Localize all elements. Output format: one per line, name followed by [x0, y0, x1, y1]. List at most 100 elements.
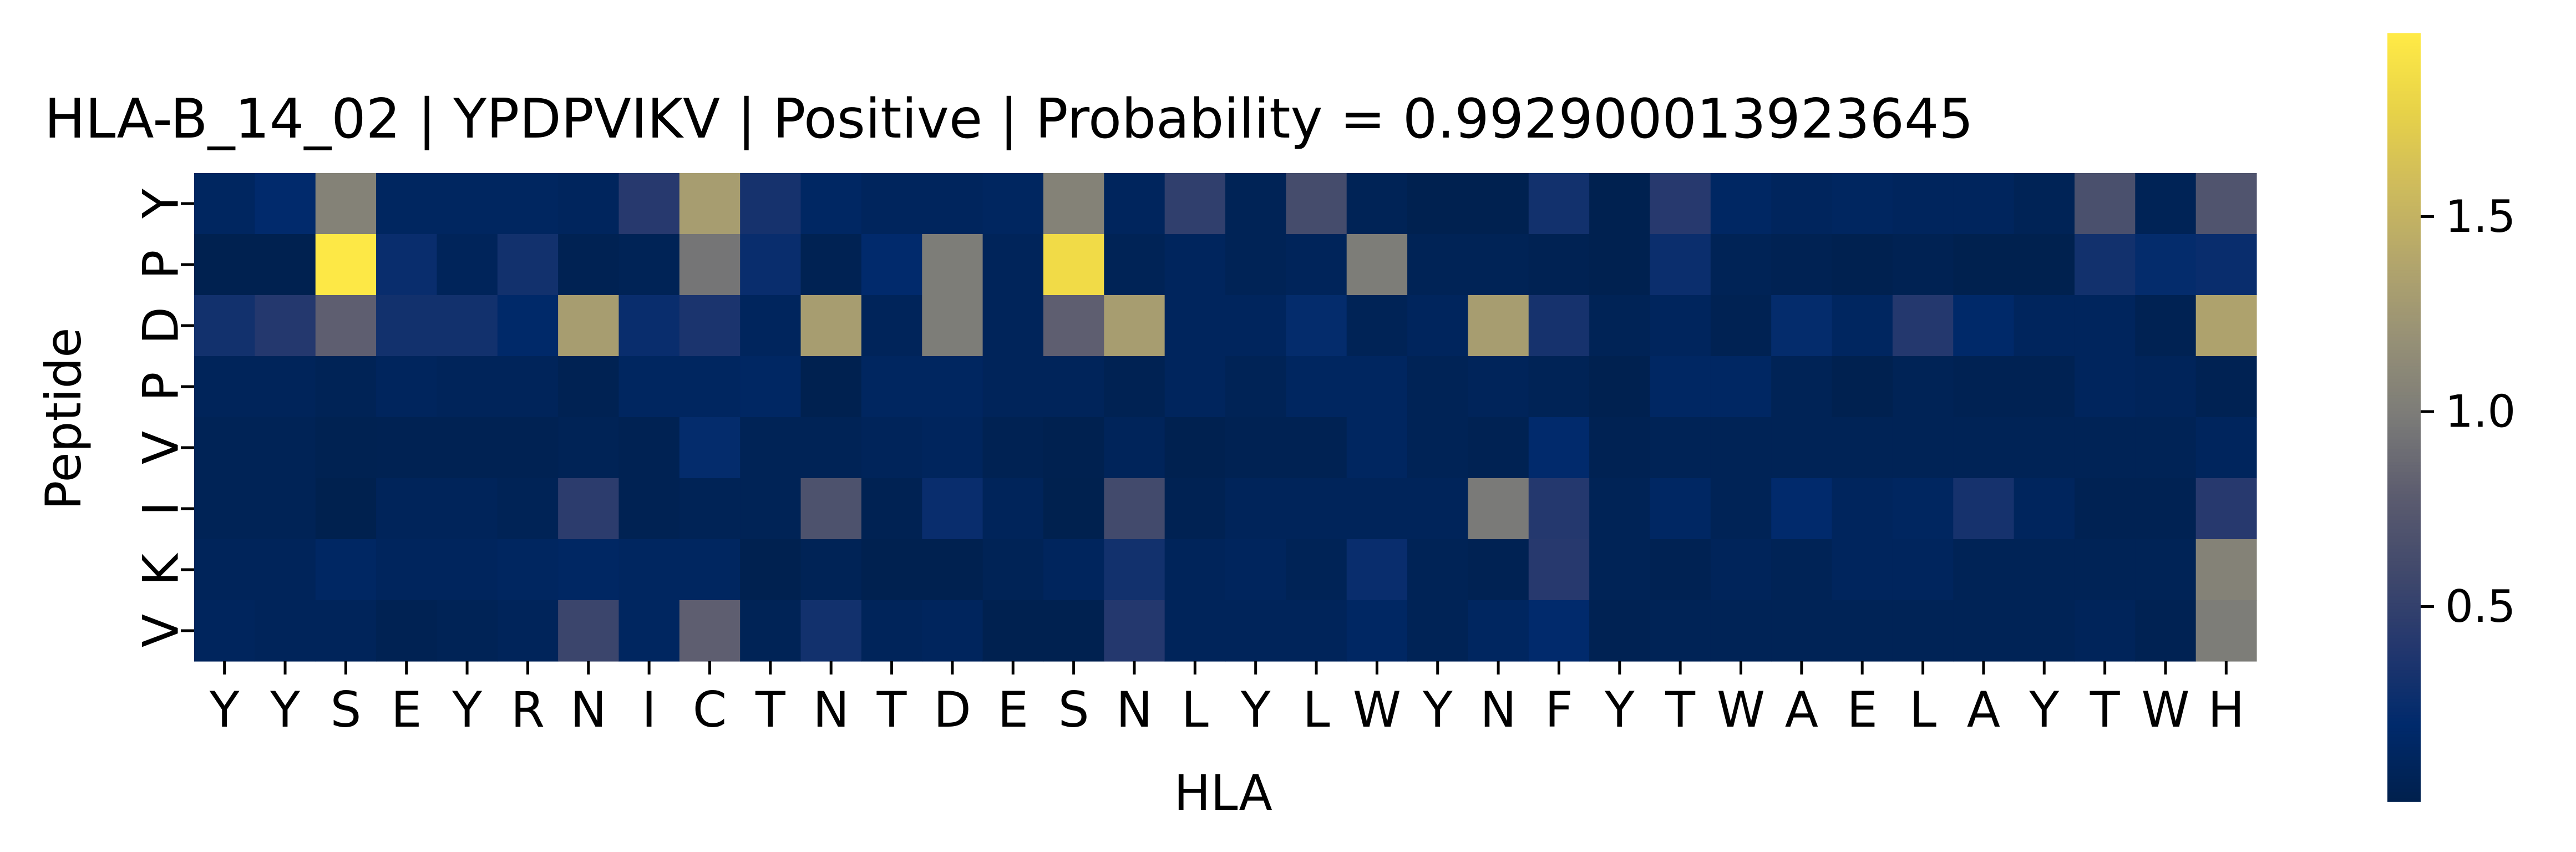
colorbar-segment: [2387, 110, 2421, 114]
x-tick-label: N: [813, 681, 849, 738]
heatmap-cell: [315, 600, 377, 662]
colorbar-segment: [2387, 270, 2421, 274]
colorbar-segment: [2387, 606, 2421, 610]
y-axis-label: Peptide: [35, 328, 92, 510]
colorbar-segment: [2387, 59, 2421, 63]
heatmap-cell: [437, 234, 498, 296]
heatmap-cell: [255, 173, 316, 235]
x-tick-label: N: [570, 681, 607, 738]
heatmap-cell: [1771, 600, 1833, 662]
heatmap-cell: [922, 539, 983, 601]
y-tick-label: D: [133, 307, 190, 344]
heatmap-cell: [255, 600, 316, 662]
heatmap-cell: [1164, 356, 1226, 418]
heatmap-cell: [558, 478, 620, 540]
colorbar-segment: [2387, 737, 2421, 742]
heatmap-cell: [1589, 417, 1651, 479]
heatmap-cell: [1771, 295, 1833, 357]
heatmap-cell: [1468, 234, 1529, 296]
colorbar-segment: [2387, 408, 2421, 412]
heatmap-cell: [1286, 600, 1347, 662]
colorbar-segment: [2387, 465, 2421, 469]
heatmap-cell: [1164, 478, 1226, 540]
heatmap-cell: [1225, 478, 1286, 540]
colorbar-segment: [2387, 718, 2421, 722]
colorbar-segment: [2387, 692, 2421, 697]
heatmap-cell: [2135, 417, 2197, 479]
x-tick-label: T: [1665, 681, 1696, 738]
heatmap-cell: [255, 234, 316, 296]
heatmap-cell: [1892, 539, 1954, 601]
heatmap-cell: [194, 295, 255, 357]
heatmap-cell: [558, 417, 620, 479]
colorbar-segment: [2387, 353, 2421, 357]
colorbar-segment: [2387, 148, 2421, 153]
colorbar-segment: [2387, 420, 2421, 424]
heatmap-cell: [1043, 356, 1104, 418]
heatmap-cell: [315, 173, 377, 235]
colorbar-segment: [2387, 254, 2421, 258]
x-tick-label: N: [1116, 681, 1153, 738]
heatmap-cell: [497, 539, 559, 601]
heatmap-cell: [437, 478, 498, 540]
heatmap-cell: [1650, 478, 1711, 540]
colorbar-segment: [2387, 628, 2421, 632]
x-tick-label: H: [2208, 681, 2244, 738]
heatmap-cell: [2135, 539, 2197, 601]
colorbar-segment: [2387, 526, 2421, 530]
heatmap-cell: [437, 600, 498, 662]
x-tick-label: W: [1353, 681, 1401, 738]
x-tick-label: A: [1785, 681, 1818, 738]
heatmap-cell: [1832, 356, 1893, 418]
heatmap-cell: [740, 356, 802, 418]
heatmap-cell: [1043, 478, 1104, 540]
heatmap-cell: [437, 417, 498, 479]
colorbar-segment: [2387, 580, 2421, 585]
colorbar-segment: [2387, 481, 2421, 485]
heatmap-cell: [1225, 173, 1286, 235]
heatmap-cell: [255, 295, 316, 357]
heatmap-cell: [740, 234, 802, 296]
heatmap-cell: [437, 295, 498, 357]
colorbar-segment: [2387, 437, 2421, 440]
heatmap-cell: [1528, 417, 1590, 479]
heatmap-cell: [1771, 234, 1833, 296]
x-tick-label: W: [1717, 681, 1765, 738]
heatmap-cell: [1286, 173, 1347, 235]
heatmap-cell: [2135, 173, 2197, 235]
heatmap-cell: [315, 234, 377, 296]
colorbar-segment: [2387, 103, 2421, 108]
colorbar-segment: [2387, 702, 2421, 706]
heatmap-cell: [800, 234, 862, 296]
colorbar-segment: [2387, 33, 2421, 37]
colorbar-segment: [2387, 571, 2421, 575]
heatmap-cell: [1771, 478, 1833, 540]
colorbar-segment: [2387, 68, 2421, 73]
heatmap-cell: [1832, 295, 1893, 357]
colorbar-segment: [2387, 174, 2421, 178]
colorbar-segment: [2387, 529, 2421, 534]
heatmap-cell: [1407, 539, 1469, 601]
heatmap-cell: [2014, 478, 2075, 540]
colorbar-segment: [2387, 187, 2421, 191]
heatmap-cell: [1104, 600, 1165, 662]
x-tick-label: Y: [452, 681, 482, 738]
heatmap-cell: [1225, 356, 1286, 418]
colorbar-segment: [2387, 516, 2421, 520]
colorbar-segment: [2387, 263, 2421, 268]
heatmap-cell: [740, 173, 802, 235]
heatmap-cell: [1650, 417, 1711, 479]
colorbar-segment: [2387, 363, 2421, 367]
colorbar-segment: [2387, 49, 2421, 53]
colorbar-segment: [2387, 235, 2421, 239]
colorbar-segment: [2387, 724, 2421, 729]
heatmap-cell: [2135, 356, 2197, 418]
colorbar-segment: [2387, 158, 2421, 162]
heatmap-cell: [800, 600, 862, 662]
heatmap-cell: [376, 356, 438, 418]
heatmap-cell: [497, 478, 559, 540]
heatmap-cell: [558, 234, 620, 296]
colorbar-segment: [2387, 600, 2421, 604]
heatmap-cell: [740, 600, 802, 662]
colorbar-segment: [2387, 587, 2421, 591]
